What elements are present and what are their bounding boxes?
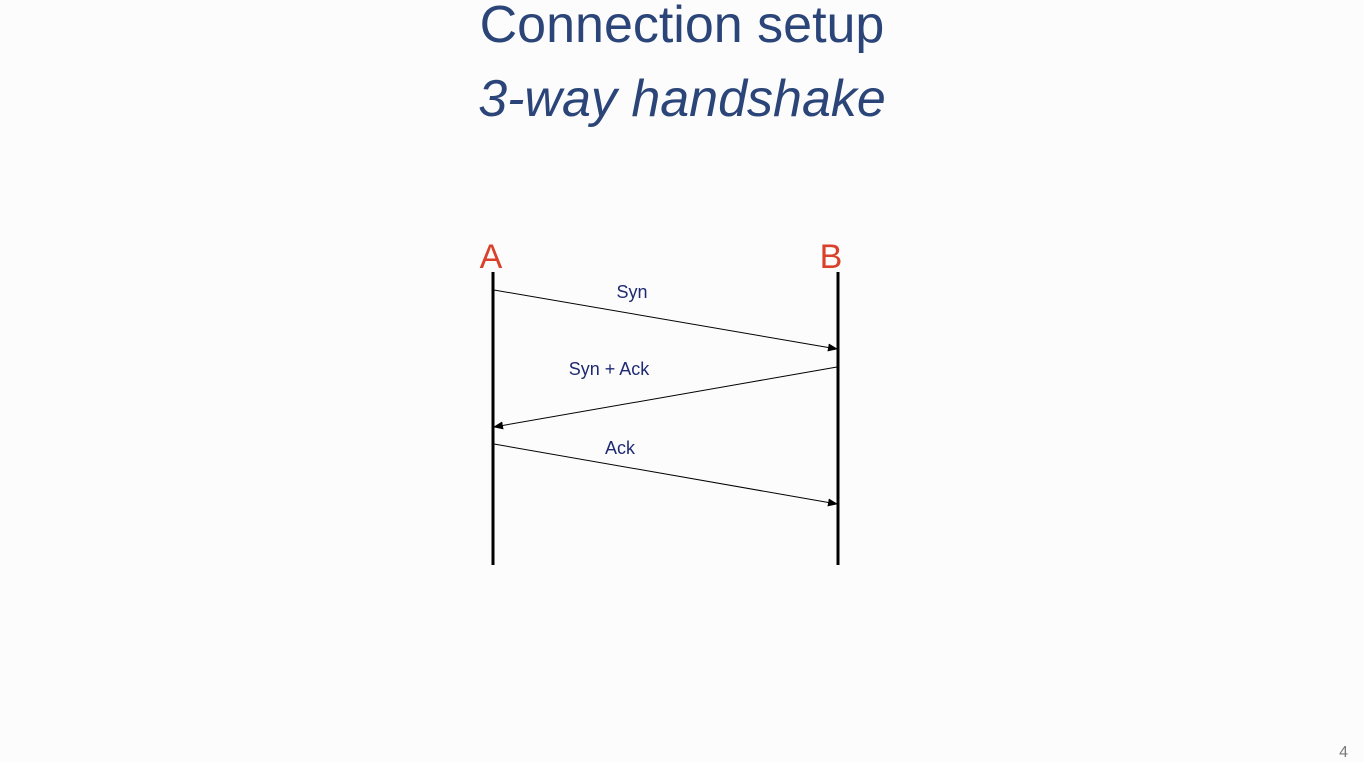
party-b-label: B bbox=[820, 238, 843, 276]
syn-arrow bbox=[493, 289, 838, 352]
ack-label: Ack bbox=[605, 438, 636, 458]
syn-ack-arrow bbox=[493, 366, 838, 430]
page-number: 4 bbox=[1339, 744, 1348, 761]
ack-arrow bbox=[493, 443, 838, 507]
slide-title: Connection setup bbox=[479, 0, 885, 54]
syn-ack-label: Syn + Ack bbox=[569, 359, 651, 379]
slide-subtitle: 3-way handshake bbox=[478, 70, 886, 128]
party-a-label: A bbox=[480, 238, 503, 276]
syn-label: Syn bbox=[616, 282, 647, 302]
